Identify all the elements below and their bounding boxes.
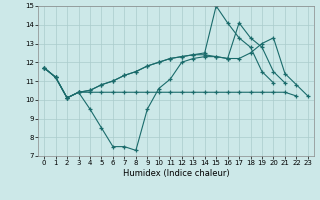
X-axis label: Humidex (Indice chaleur): Humidex (Indice chaleur) [123,169,229,178]
